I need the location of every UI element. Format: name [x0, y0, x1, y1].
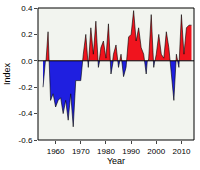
svg-text:0.0: 0.0	[21, 57, 33, 66]
svg-text:2000: 2000	[147, 147, 165, 156]
svg-text:Index: Index	[2, 62, 12, 85]
svg-text:1990: 1990	[122, 147, 140, 156]
svg-text:-0.4: -0.4	[19, 109, 33, 118]
svg-text:-0.6: -0.6	[19, 136, 33, 145]
svg-text:0.2: 0.2	[21, 30, 33, 39]
svg-text:1980: 1980	[97, 147, 115, 156]
svg-text:Year: Year	[107, 156, 125, 166]
svg-text:1960: 1960	[47, 147, 65, 156]
svg-text:1970: 1970	[72, 147, 90, 156]
svg-text:-0.2: -0.2	[19, 83, 33, 92]
svg-text:2010: 2010	[173, 147, 191, 156]
svg-text:0.4: 0.4	[21, 4, 33, 13]
